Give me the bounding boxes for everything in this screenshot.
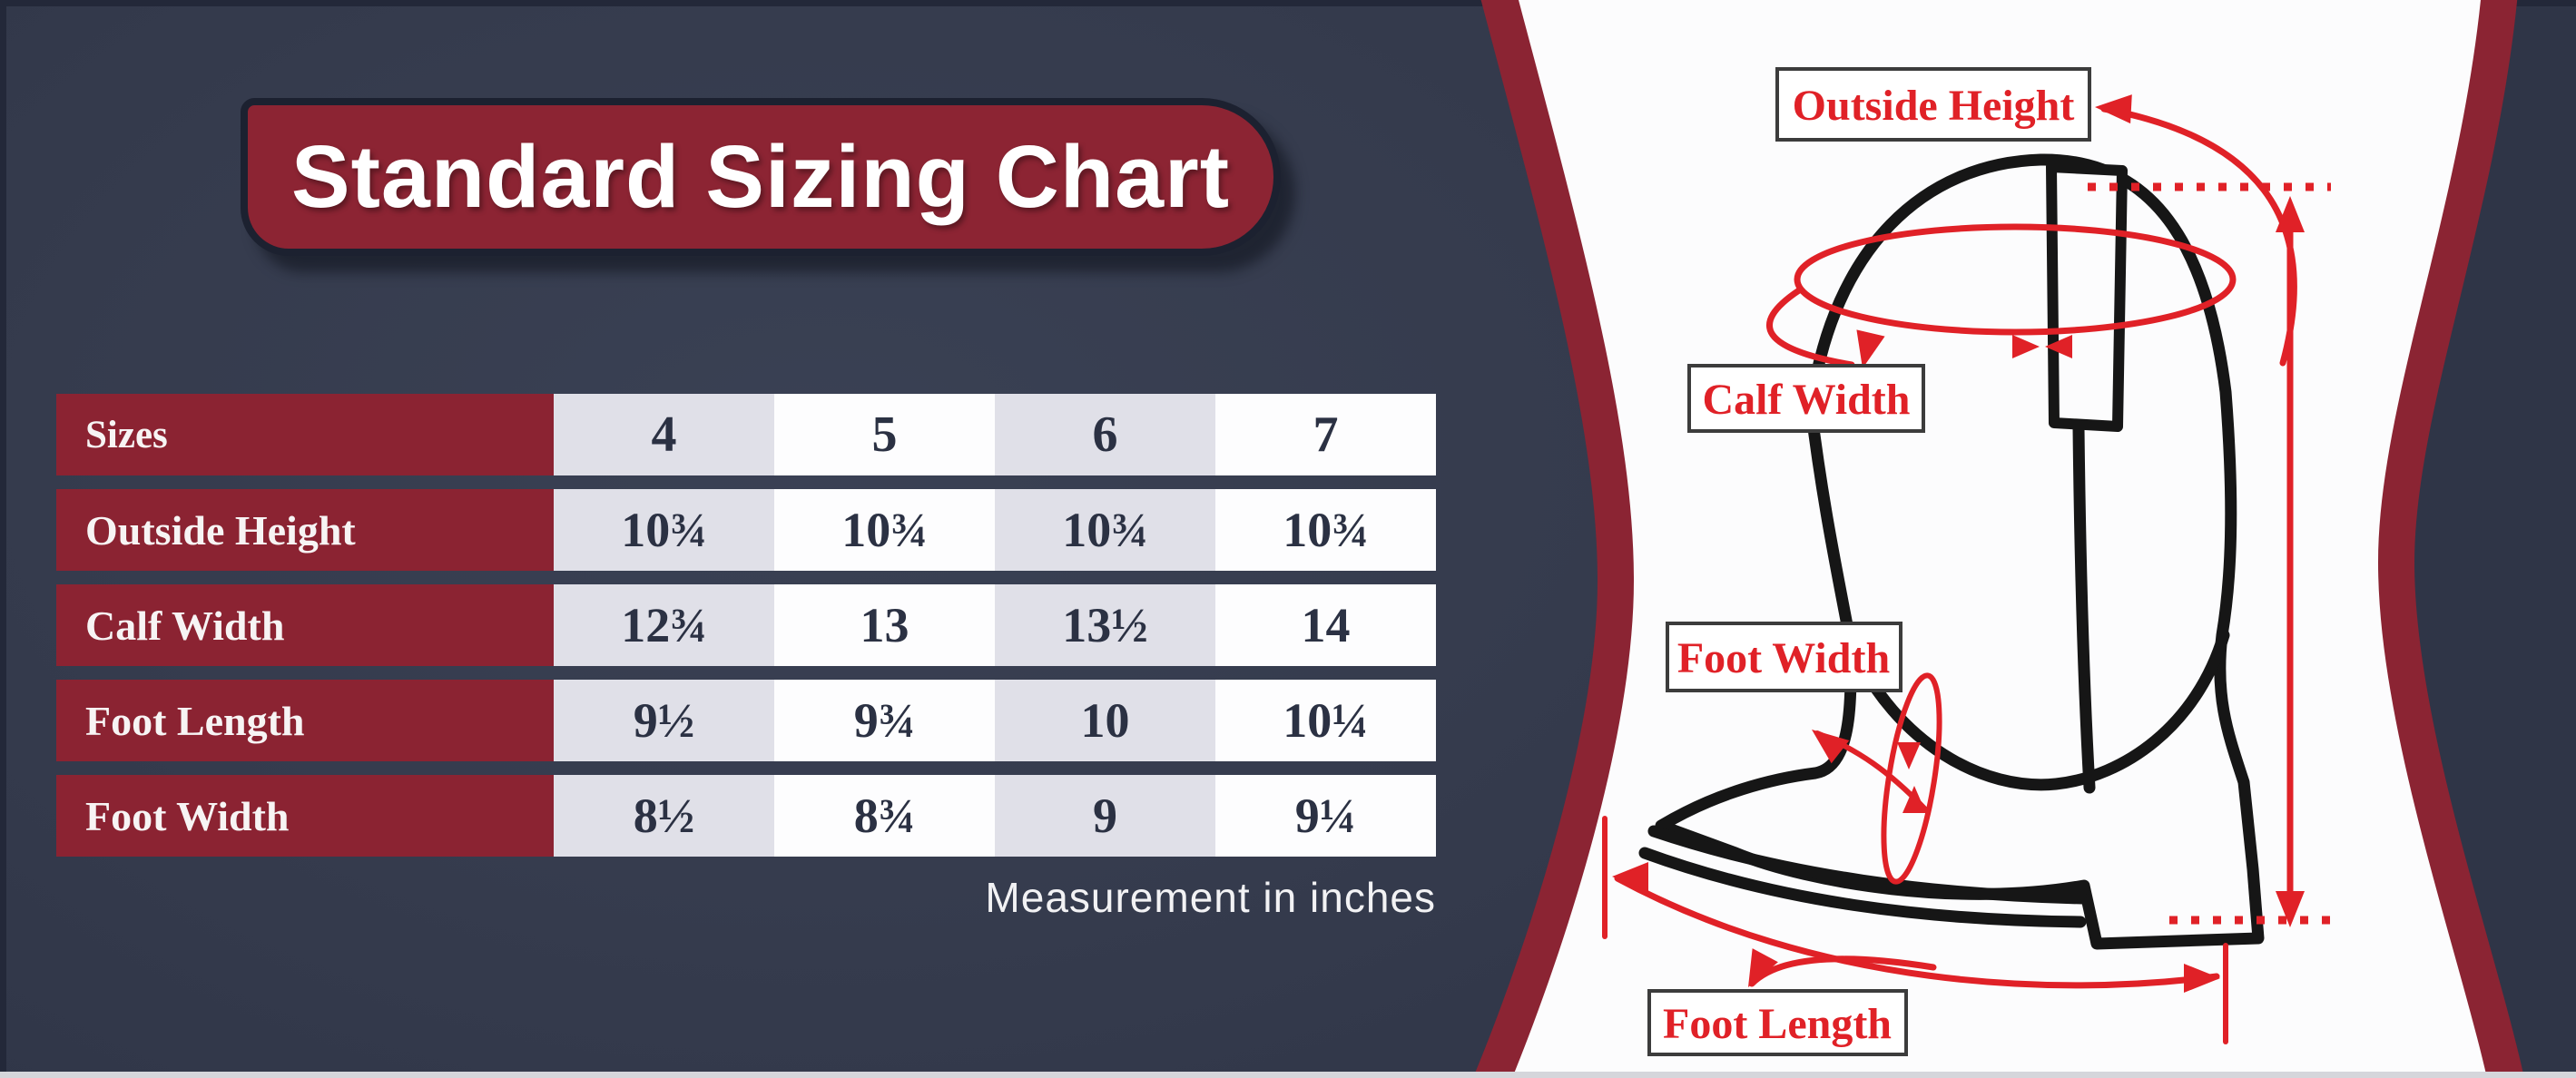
outside-height-arrow-icon — [2100, 105, 2297, 367]
top-edge-line — [0, 0, 2576, 6]
row-label-cell: Calf Width — [56, 584, 554, 666]
outside-height-label-text: Outside Height — [1793, 82, 2075, 130]
value-cell: 8¾ — [774, 775, 995, 857]
title-banner: Standard Sizing Chart — [241, 98, 1281, 256]
page-title: Standard Sizing Chart — [290, 127, 1231, 226]
sizing-table: Sizes 4 5 6 7 Outside Height 10¾ 10¾ 10¾… — [56, 394, 1436, 870]
row-label-cell: Outside Height — [56, 489, 554, 571]
row-label-cell: Foot Length — [56, 680, 554, 761]
value-cell: 12¾ — [554, 584, 774, 666]
foot-length-label-text: Foot Length — [1663, 1000, 1892, 1048]
foot-length-label: Foot Length — [1647, 989, 1908, 1056]
calf-width-arrow-icon — [1766, 287, 1855, 368]
value-cell: 10¾ — [995, 489, 1215, 571]
value-cell: 10¾ — [1215, 489, 1436, 571]
foot-width-label-text: Foot Width — [1677, 634, 1890, 682]
diagram-label-boxes: Outside Height Calf Width Foot Width Foo… — [1647, 67, 2091, 1056]
calf-girth-ellipse-icon — [1794, 223, 2237, 336]
measurement-annotations — [1602, 105, 2340, 1044]
value-cell: 10¼ — [1215, 680, 1436, 761]
value-cell: 9½ — [554, 680, 774, 761]
table-row-outside-height: Outside Height 10¾ 10¾ 10¾ 10¾ — [56, 489, 1436, 571]
bottom-edge-line — [0, 1072, 2576, 1078]
foot-width-label: Foot Width — [1666, 622, 1903, 692]
outside-height-label: Outside Height — [1775, 67, 2091, 142]
value-cell: 8½ — [554, 775, 774, 857]
value-cell: 10¾ — [554, 489, 774, 571]
value-cell: 14 — [1215, 584, 1436, 666]
table-header-row: Sizes 4 5 6 7 — [56, 394, 1436, 475]
size-cell: 7 — [1215, 394, 1436, 475]
value-cell: 13 — [774, 584, 995, 666]
calf-width-label: Calf Width — [1687, 364, 1925, 433]
value-cell: 13½ — [995, 584, 1215, 666]
calf-width-label-text: Calf Width — [1703, 376, 1911, 424]
size-cell: 5 — [774, 394, 995, 475]
foot-length-label-arrow-icon — [1748, 956, 1937, 987]
value-cell: 10 — [995, 680, 1215, 761]
table-row-calf-width: Calf Width 12¾ 13 13½ 14 — [56, 584, 1436, 666]
value-cell: 9 — [995, 775, 1215, 857]
size-cell: 6 — [995, 394, 1215, 475]
value-cell: 9¼ — [1215, 775, 1436, 857]
value-cell: 10¾ — [774, 489, 995, 571]
table-row-foot-length: Foot Length 9½ 9¾ 10 10¼ — [56, 680, 1436, 761]
header-sizes-cell: Sizes — [56, 394, 554, 475]
size-cell: 4 — [554, 394, 774, 475]
table-row-foot-width: Foot Width 8½ 8¾ 9 9¼ — [56, 775, 1436, 857]
foot-length-measure-curve — [1614, 875, 2220, 989]
row-label-cell: Foot Width — [56, 775, 554, 857]
measurement-unit-note: Measurement in inches — [985, 874, 1436, 921]
value-cell: 9¾ — [774, 680, 995, 761]
left-edge-line — [0, 0, 6, 1078]
